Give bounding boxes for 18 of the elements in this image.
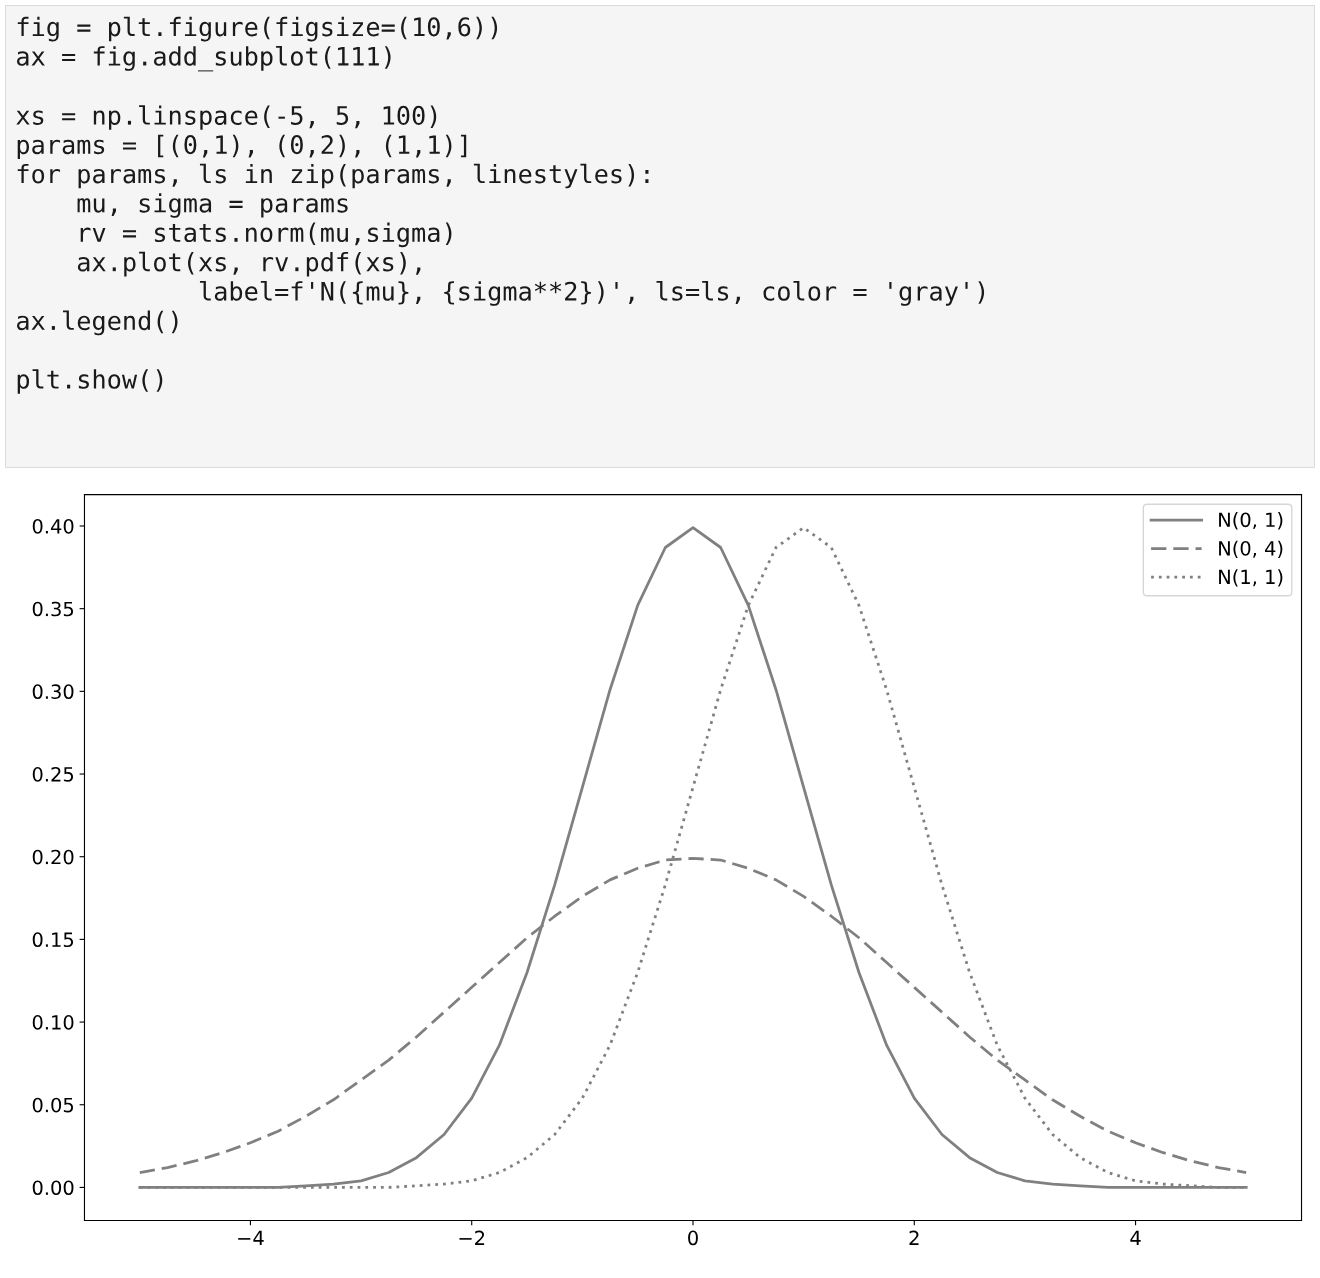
y-tick-label: 0.25 (32, 766, 74, 782)
legend-label: N(1, 1) (1219, 569, 1283, 587)
y-tick-label: 0.40 (32, 518, 74, 534)
y-tick-label: 0.20 (32, 849, 74, 865)
y-tick-label: 0.35 (32, 601, 74, 617)
x-tick-label: −2 (459, 1230, 485, 1245)
y-tick-label: 0.00 (32, 1180, 74, 1196)
text: fig = plt.figure(figsize=(10,6)) ax = fig.add_subplot(111) xs = np.linspace(-5, 5, 100) params = [(0,1), (0,2), (1,1)] for params, ls in zip(params, linestyles): mu, sigma = params rv = stats.norm(mu,sigma) ax.plot(xs, rv.pdf(xs), label=f'N({mu}, {sigma**2})', ls=ls, color = 'gray') ax.legend() plt.show() (16, 16, 985, 394)
legend-label: N(0, 4) (1219, 540, 1283, 558)
y-tick-label: 0.15 (32, 932, 74, 948)
legend-label: N(0, 1) (1219, 512, 1283, 530)
x-tick-label: 0 (688, 1230, 698, 1246)
y-tick-label: 0.05 (32, 1097, 74, 1113)
x-tick-label: −4 (238, 1230, 264, 1245)
x-tick-label: 4 (1130, 1230, 1141, 1245)
y-tick-label: 0.30 (32, 684, 74, 700)
y-tick-label: 0.10 (32, 1015, 74, 1030)
x-tick-label: 2 (909, 1230, 919, 1245)
